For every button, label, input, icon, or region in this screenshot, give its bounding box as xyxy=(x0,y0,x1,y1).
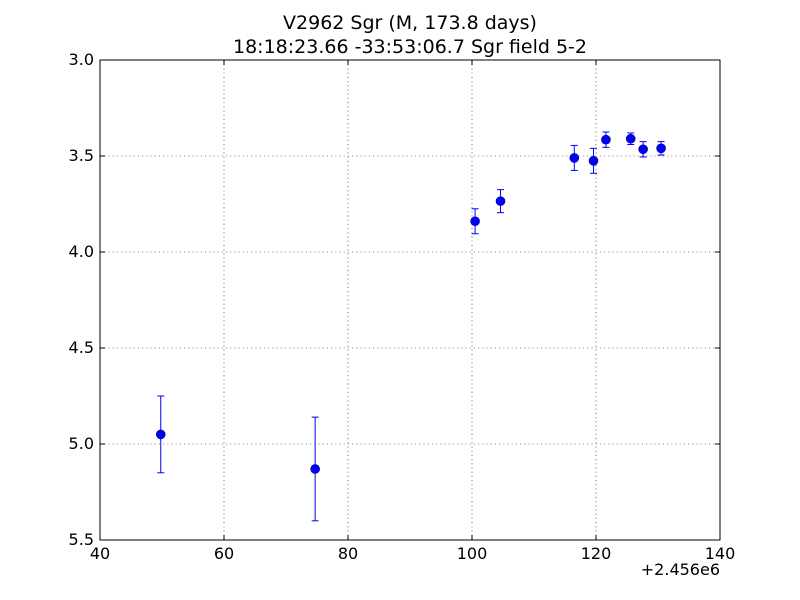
chart-subtitle: 18:18:23.66 -33:53:06.7 Sgr field 5-2 xyxy=(233,36,587,58)
y-tick-labels: 3.0 3.5 4.0 4.5 5.0 5.5 xyxy=(69,50,94,549)
y-tick-label: 5.5 xyxy=(69,530,94,549)
x-tick-label: 40 xyxy=(90,544,110,563)
x-offset-label: +2.456e6 xyxy=(641,560,720,579)
x-tick-label: 120 xyxy=(581,544,612,563)
data-point xyxy=(656,143,666,154)
data-point xyxy=(155,429,166,440)
plot-area-frame xyxy=(99,59,721,541)
x-tick-label: 140 xyxy=(705,544,736,563)
y-tick-label: 3.5 xyxy=(69,146,94,165)
x-tick-label: 80 xyxy=(338,544,358,563)
chart-title: V2962 Sgr (M, 173.8 days) xyxy=(283,12,537,34)
x-tick-labels: 40 60 80 100 120 140 xyxy=(90,544,735,563)
data-point xyxy=(625,133,636,144)
x-tick-label: 60 xyxy=(214,544,234,563)
y-tick-label: 4.5 xyxy=(69,338,94,357)
y-tick-label: 5.0 xyxy=(69,434,94,453)
error-bars xyxy=(157,131,665,522)
data-point xyxy=(310,464,320,474)
data-point xyxy=(601,134,611,145)
y-tick-label: 3.0 xyxy=(69,50,94,69)
grid-lines xyxy=(100,60,720,540)
data-point xyxy=(638,144,648,155)
data-point xyxy=(470,216,480,227)
data-point xyxy=(588,156,599,166)
y-tick-label: 4.0 xyxy=(69,242,94,261)
data-points xyxy=(155,133,666,474)
data-point xyxy=(569,153,580,163)
data-point xyxy=(495,196,506,206)
axis-ticks xyxy=(99,59,721,541)
x-tick-label: 100 xyxy=(457,544,488,563)
